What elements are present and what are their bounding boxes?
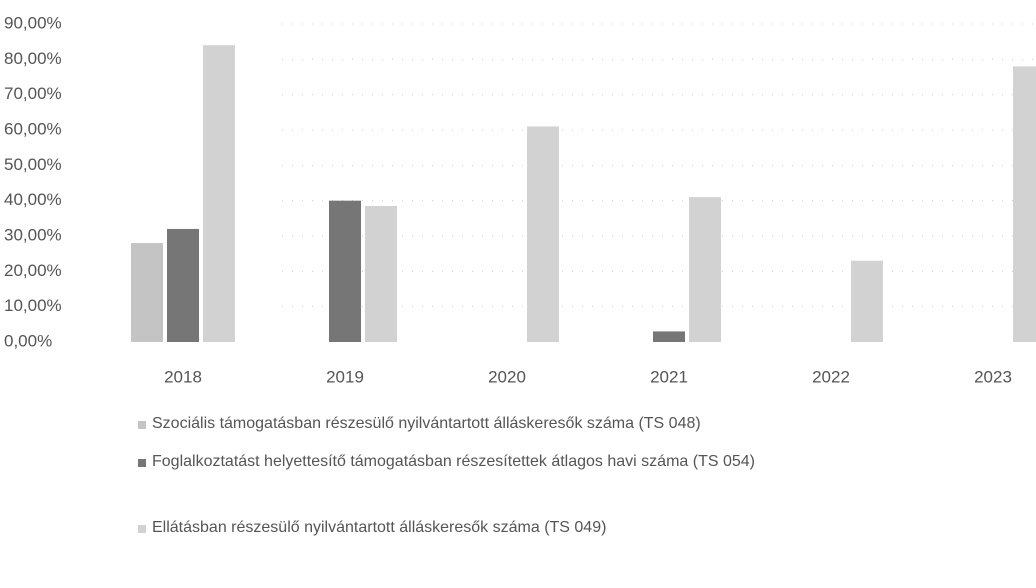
legend-swatch	[138, 525, 146, 533]
y-tick-label: 20,00%	[4, 261, 62, 280]
y-tick-label: 40,00%	[4, 190, 62, 209]
y-tick-label: 50,00%	[4, 155, 62, 174]
legend-label: Szociális támogatásban részesülő nyilván…	[152, 415, 701, 432]
y-tick-label: 70,00%	[4, 84, 62, 103]
x-tick-label: 2021	[650, 367, 688, 386]
legend-swatch	[138, 421, 146, 429]
y-tick-label: 0,00%	[4, 331, 52, 350]
legend-entry: Foglalkoztatást helyettesítő támogatásba…	[138, 453, 828, 471]
legend-entry: Ellátásban részesülő nyilvántartott állá…	[138, 519, 828, 537]
legend-entry: Szociális támogatásban részesülő nyilván…	[138, 415, 828, 433]
y-tick-label: 10,00%	[4, 296, 62, 315]
x-tick-label: 2019	[326, 367, 364, 386]
y-tick-label: 30,00%	[4, 225, 62, 244]
y-tick-label: 90,00%	[4, 13, 62, 32]
legend-swatch	[138, 459, 146, 467]
legend: Szociális támogatásban részesülő nyilván…	[138, 415, 828, 563]
chart: 0,00% 10,00% 20,00% 30,00% 40,00% 50,00% 60,00…	[4, 13, 1036, 386]
bar	[527, 126, 559, 342]
y-tick-label: 80,00%	[4, 49, 62, 68]
bar	[203, 45, 235, 342]
x-tick-label: 2020	[488, 367, 526, 386]
y-tick-label: 60,00%	[4, 119, 62, 138]
bar	[851, 260, 883, 342]
x-tick-label: 2023	[974, 367, 1012, 386]
bar	[329, 200, 361, 342]
bar	[689, 197, 721, 342]
legend-label: Ellátásban részesülő nyilvántartott állá…	[152, 519, 607, 536]
bar	[167, 228, 199, 342]
bar	[653, 331, 685, 342]
x-tick-label: 2018	[164, 367, 202, 386]
bar	[365, 205, 397, 342]
legend-label: Foglalkoztatást helyettesítő támogatásba…	[152, 453, 755, 470]
bar	[131, 243, 163, 342]
x-tick-label: 2022	[812, 367, 850, 386]
bar	[1013, 66, 1036, 343]
